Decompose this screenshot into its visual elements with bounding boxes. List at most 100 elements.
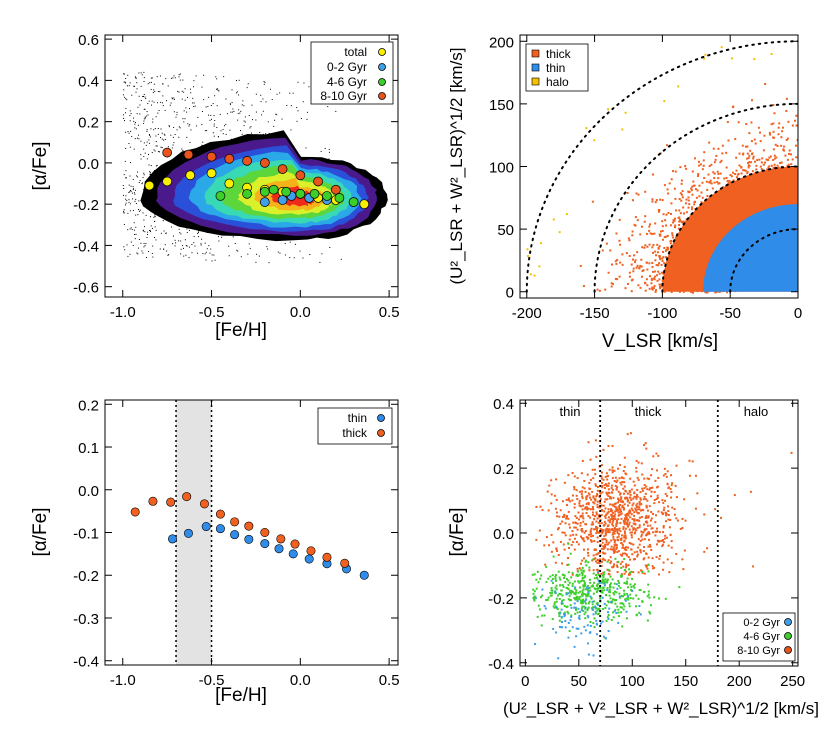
star: [661, 540, 663, 542]
star: [653, 596, 655, 598]
field-star: [260, 95, 261, 96]
field-star: [149, 82, 150, 83]
star: [636, 503, 638, 505]
star: [612, 497, 614, 499]
star: [675, 485, 677, 487]
field-star: [186, 137, 187, 138]
star: [551, 493, 553, 495]
thick-star: [745, 123, 747, 125]
thick-star: [754, 161, 756, 163]
field-star: [237, 91, 238, 92]
star: [573, 593, 575, 595]
data-point: [216, 510, 224, 518]
field-star: [194, 236, 195, 237]
field-star: [138, 200, 139, 201]
star: [650, 495, 652, 497]
field-star: [218, 90, 219, 91]
field-star: [175, 240, 176, 241]
thick-star: [706, 181, 708, 183]
data-point: [278, 165, 287, 174]
field-star: [180, 241, 181, 242]
thick-star: [735, 157, 737, 159]
star: [557, 528, 559, 530]
star: [624, 532, 626, 534]
halo-star: [677, 85, 679, 87]
thick-star: [712, 187, 714, 189]
star: [621, 534, 623, 536]
star: [661, 545, 663, 547]
halo-star: [553, 218, 555, 220]
field-star: [227, 113, 228, 114]
thick-star: [710, 164, 712, 166]
field-star: [261, 101, 262, 102]
star: [620, 563, 622, 565]
star: [613, 505, 615, 507]
data-point: [207, 152, 216, 161]
field-star: [158, 134, 159, 135]
y-tick-label: 0.2: [78, 397, 99, 414]
thick-star: [627, 283, 629, 285]
star: [639, 526, 641, 528]
star: [617, 468, 619, 470]
star: [624, 552, 626, 554]
star: [616, 544, 618, 546]
thick-star: [659, 258, 661, 260]
star: [616, 606, 618, 608]
thick-star: [763, 164, 765, 166]
star: [593, 569, 595, 571]
thick-star: [670, 224, 672, 226]
star: [633, 520, 635, 522]
field-star: [335, 111, 336, 112]
field-star: [143, 96, 144, 97]
field-star: [205, 243, 206, 244]
field-star: [235, 243, 236, 244]
field-star: [159, 151, 160, 152]
star: [593, 518, 595, 520]
field-star: [130, 110, 131, 111]
star: [631, 553, 633, 555]
star: [599, 502, 601, 504]
field-star: [159, 91, 160, 92]
star: [576, 541, 578, 543]
star: [586, 495, 588, 497]
field-star: [238, 109, 239, 110]
star: [590, 539, 592, 541]
thick-star: [632, 231, 634, 233]
field-star: [143, 149, 144, 150]
star: [571, 544, 573, 546]
field-star: [130, 147, 131, 148]
data-point: [243, 189, 252, 198]
star: [599, 562, 601, 564]
field-star: [180, 74, 181, 75]
star: [597, 486, 599, 488]
star: [616, 551, 618, 553]
thick-star: [641, 276, 643, 278]
star: [638, 479, 640, 481]
thick-star: [672, 222, 674, 224]
legend-label: halo: [546, 75, 569, 89]
field-star: [149, 174, 150, 175]
thick-star: [580, 265, 582, 267]
star: [629, 516, 631, 518]
field-star: [125, 170, 126, 171]
star: [643, 550, 645, 552]
star: [584, 487, 586, 489]
star: [624, 517, 626, 519]
thick-star: [789, 150, 791, 152]
field-star: [220, 130, 221, 131]
star: [543, 544, 545, 546]
y-tick-label: -0.6: [73, 280, 99, 297]
field-star: [240, 111, 241, 112]
field-star: [135, 215, 136, 216]
star: [566, 499, 568, 501]
thick-star: [752, 170, 754, 172]
field-star: [181, 149, 182, 150]
star: [643, 487, 645, 489]
star: [617, 529, 619, 531]
star: [594, 469, 596, 471]
thick-star: [758, 127, 760, 129]
field-star: [132, 193, 133, 194]
star: [646, 500, 648, 502]
star: [616, 564, 618, 566]
field-star: [202, 253, 203, 254]
